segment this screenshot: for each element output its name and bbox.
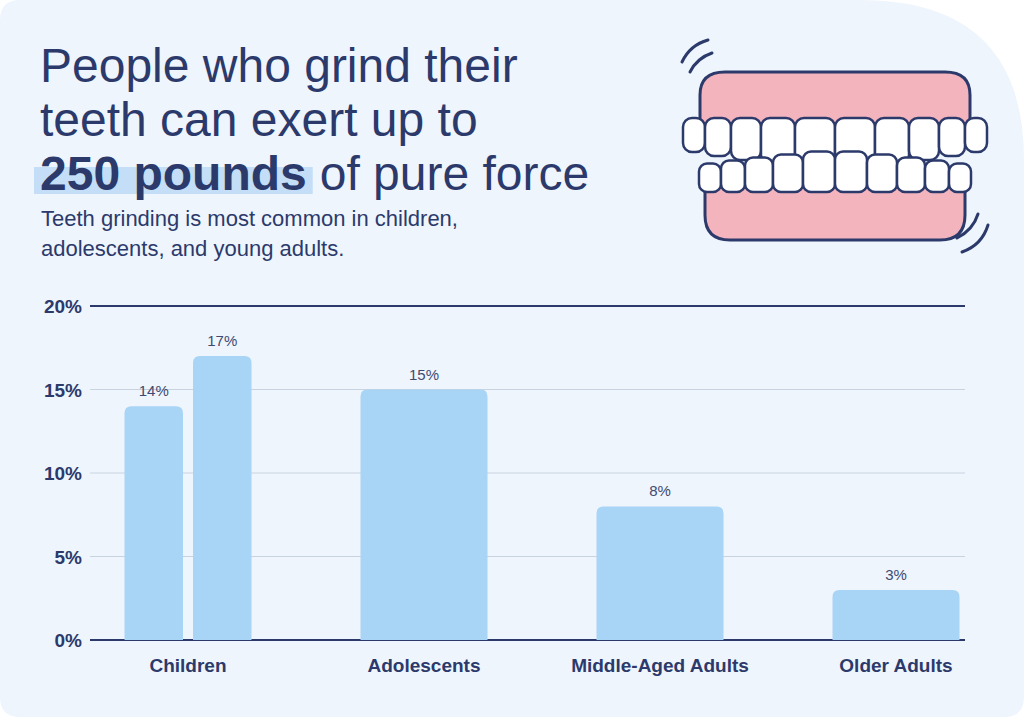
bar bbox=[597, 506, 724, 640]
upper-tooth bbox=[965, 118, 987, 152]
y-tick-label: 10% bbox=[44, 463, 82, 484]
card-background bbox=[0, 0, 1024, 717]
motion-line bbox=[690, 53, 712, 72]
y-tick-label: 15% bbox=[44, 380, 82, 401]
title-line: of pure force bbox=[320, 147, 589, 200]
motion-line bbox=[682, 40, 708, 62]
upper-tooth bbox=[731, 118, 761, 160]
data-label: 17% bbox=[207, 332, 237, 349]
motion-line bbox=[957, 214, 978, 238]
chart-root: People who grind theirteeth can exert up… bbox=[0, 0, 1024, 717]
teeth-illustration bbox=[682, 40, 988, 252]
lower-tooth bbox=[721, 161, 745, 193]
subtitle: adolescents, and young adults. bbox=[41, 236, 344, 261]
x-tick-label: Adolescents bbox=[368, 655, 481, 676]
bar bbox=[361, 390, 488, 641]
lower-tooth bbox=[835, 152, 867, 193]
title-line: teeth can exert up to bbox=[40, 93, 478, 146]
labels: 14% 17% Children 15% Adolescents 8% Middle-Age… bbox=[139, 332, 953, 676]
title-highlight: 250 pounds bbox=[40, 147, 307, 200]
subtitle: Teeth grinding is most common in childre… bbox=[41, 206, 458, 231]
bar bbox=[833, 590, 960, 640]
data-label: 8% bbox=[649, 482, 671, 499]
x-tick-label: Middle-Aged Adults bbox=[571, 655, 749, 676]
x-tick-label: Older Adults bbox=[839, 655, 952, 676]
bar bbox=[193, 356, 252, 640]
lower-tooth bbox=[949, 164, 971, 193]
motion-line bbox=[962, 225, 988, 252]
lower-tooth bbox=[773, 155, 803, 193]
bars bbox=[125, 356, 960, 640]
lower-tooth bbox=[699, 164, 721, 193]
upper-tooth bbox=[939, 118, 965, 156]
axis-line bbox=[90, 305, 965, 307]
lower-tooth bbox=[745, 158, 773, 193]
lower-tooth bbox=[925, 161, 949, 193]
y-tick-label: 5% bbox=[55, 547, 83, 568]
page-background bbox=[0, 0, 1024, 717]
title-line: People who grind their bbox=[40, 39, 518, 92]
y-tick-label: 20% bbox=[44, 296, 82, 317]
data-label: 14% bbox=[139, 382, 169, 399]
upper-tooth bbox=[683, 118, 705, 152]
lower-tooth bbox=[897, 158, 925, 193]
x-tick-label: Children bbox=[149, 655, 226, 676]
lower-tooth bbox=[803, 152, 835, 193]
y-tick-label: 0% bbox=[55, 630, 83, 651]
data-label: 15% bbox=[409, 366, 439, 383]
data-label: 3% bbox=[885, 566, 907, 583]
upper-tooth bbox=[909, 118, 939, 160]
bar bbox=[125, 406, 184, 640]
lower-tooth bbox=[867, 155, 897, 193]
upper-tooth bbox=[705, 118, 731, 156]
